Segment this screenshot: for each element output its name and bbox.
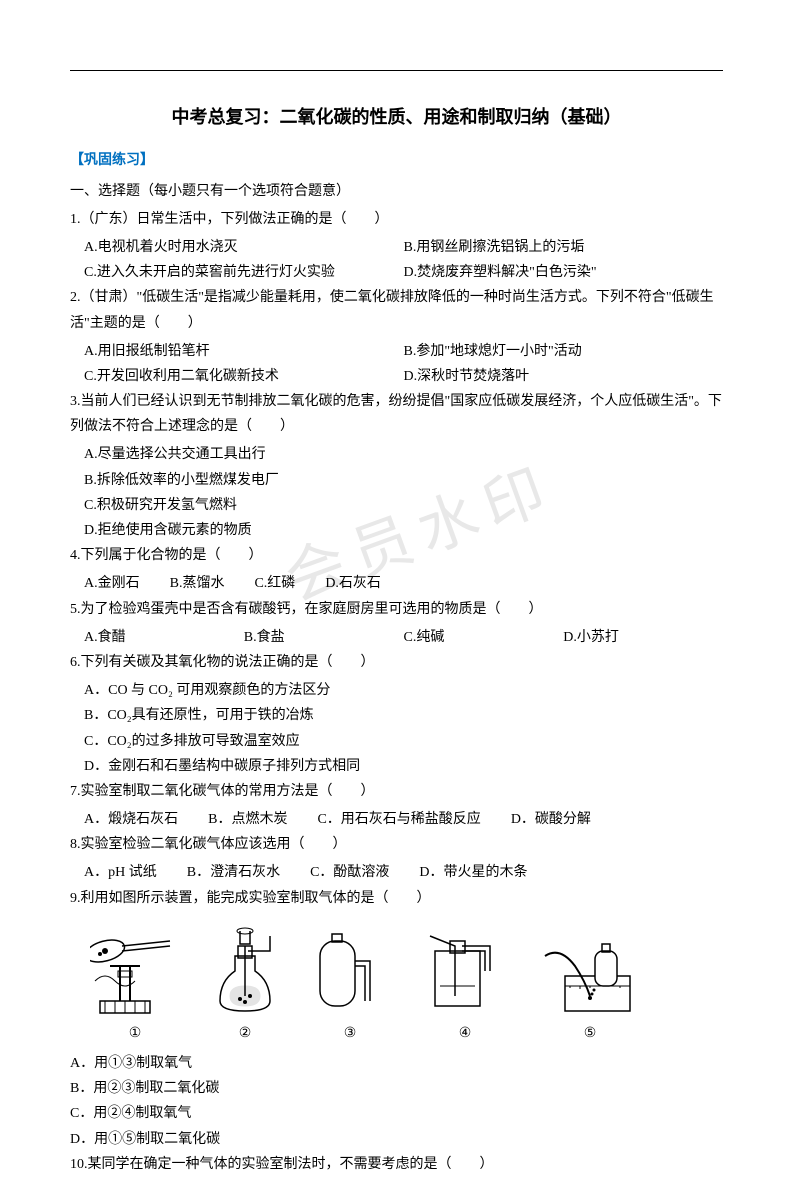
q9-b: B．用②③制取二氧化碳 (70, 1076, 723, 1101)
q2-a: A.用旧报纸制铅笔杆 (84, 339, 404, 364)
q7-a: A．煅烧石灰石 (84, 807, 208, 832)
q10-stem: 10.某同学在确定一种气体的实验室制法时，不需要考虑的是（ ） (70, 1152, 723, 1177)
q7-d: D．碳酸分解 (511, 807, 621, 832)
q8-c: C．酚酞溶液 (310, 860, 419, 885)
q7-options: A．煅烧石灰石 B．点燃木炭 C．用石灰石与稀盐酸反应 D．碳酸分解 (70, 807, 723, 832)
diagram-4: ④ (420, 926, 510, 1046)
q4-a: A.金刚石 (84, 571, 170, 596)
q2-stem: 2.（甘肃）"低碳生活"是指减少能量耗用，使二氧化碳排放降低的一种时尚生活方式。… (70, 285, 723, 335)
q6-c: C．CO₂的过多排放可导致温室效应 (84, 729, 723, 754)
q7-c: C．用石灰石与稀盐酸反应 (317, 807, 510, 832)
section-header: 【巩固练习】 (70, 148, 723, 173)
q3-d: D.拒绝使用含碳元素的物质 (84, 518, 723, 543)
q3-options: A.尽量选择公共交通工具出行 B.拆除低效率的小型燃煤发电厂 C.积极研究开发氢… (70, 442, 723, 543)
q9-options: A．用①③制取氧气 B．用②③制取二氧化碳 C．用②④制取氧气 D．用①⑤制取二… (70, 1051, 723, 1152)
q4-d: D.石灰石 (325, 571, 411, 596)
q5-a: A.食醋 (84, 625, 244, 650)
q1-a: A.电视机着火时用水浇灭 (84, 235, 404, 260)
q1-options: A.电视机着火时用水浇灭 B.用钢丝刷擦洗铝锅上的污垢 C.进入久未开启的菜窖前… (70, 235, 723, 285)
diagram-2-label: ② (210, 1021, 280, 1046)
q9-stem: 9.利用如图所示装置，能完成实验室制取气体的是（ ） (70, 886, 723, 911)
q8-options: A．pH 试纸 B．澄清石灰水 C．酚酞溶液 D．带火星的木条 (70, 860, 723, 885)
q3-c: C.积极研究开发氢气燃料 (84, 493, 723, 518)
diagram-5: ⑤ (540, 926, 640, 1046)
q8-stem: 8.实验室检验二氧化碳气体应该选用（ ） (70, 832, 723, 857)
q4-c: C.红磷 (254, 571, 325, 596)
diagram-3: ③ (310, 926, 390, 1046)
diagram-3-label: ③ (310, 1021, 390, 1046)
q5-c: C.纯碱 (404, 625, 564, 650)
q4-b: B.蒸馏水 (170, 571, 255, 596)
q9-d: D．用①⑤制取二氧化碳 (70, 1127, 723, 1152)
q8-a: A．pH 试纸 (84, 860, 187, 885)
q6-stem: 6.下列有关碳及其氧化物的说法正确的是（ ） (70, 650, 723, 675)
q6-options: A．CO 与 CO₂ 可用观察颜色的方法区分 B．CO₂具有还原性，可用于铁的冶… (70, 678, 723, 779)
q6-d: D．金刚石和石墨结构中碳原子排列方式相同 (84, 754, 723, 779)
q9-a: A．用①③制取氧气 (70, 1051, 723, 1076)
q8-d: D．带火星的木条 (419, 860, 557, 885)
q5-stem: 5.为了检验鸡蛋壳中是否含有碳酸钙，在家庭厨房里可选用的物质是（ ） (70, 597, 723, 622)
q2-options: A.用旧报纸制铅笔杆 B.参加"地球熄灯一小时"活动 C.开发回收利用二氧化碳新… (70, 339, 723, 389)
section-title: 一、选择题（每小题只有一个选项符合题意） (70, 179, 723, 204)
q7-b: B．点燃木炭 (208, 807, 317, 832)
q3-b: B.拆除低效率的小型燃煤发电厂 (84, 468, 723, 493)
diagram-5-label: ⑤ (540, 1021, 640, 1046)
q2-c: C.开发回收利用二氧化碳新技术 (84, 364, 404, 389)
diagram-4-label: ④ (420, 1021, 510, 1046)
q1-b: B.用钢丝刷擦洗铝锅上的污垢 (404, 235, 724, 260)
q4-stem: 4.下列属于化合物的是（ ） (70, 543, 723, 568)
q5-options: A.食醋 B.食盐 C.纯碱 D.小苏打 (70, 625, 723, 650)
q7-stem: 7.实验室制取二氧化碳气体的常用方法是（ ） (70, 779, 723, 804)
diagram-row: ① ② ③ (70, 926, 723, 1046)
diagram-2: ② (210, 926, 280, 1046)
q5-b: B.食盐 (244, 625, 404, 650)
q2-b: B.参加"地球熄灯一小时"活动 (404, 339, 724, 364)
q3-stem: 3.当前人们已经认识到无节制排放二氧化碳的危害，纷纷提倡"国家应低碳发展经济，个… (70, 389, 723, 439)
q6-b: B．CO₂具有还原性，可用于铁的冶炼 (84, 703, 723, 728)
q8-b: B．澄清石灰水 (187, 860, 310, 885)
q2-d: D.深秋时节焚烧落叶 (404, 364, 724, 389)
q6-a: A．CO 与 CO₂ 可用观察颜色的方法区分 (84, 678, 723, 703)
diagram-1-label: ① (90, 1021, 180, 1046)
diagram-1: ① (90, 926, 180, 1046)
q9-c: C．用②④制取氧气 (70, 1101, 723, 1126)
q1-c: C.进入久未开启的菜窖前先进行灯火实验 (84, 260, 404, 285)
q3-a: A.尽量选择公共交通工具出行 (84, 442, 723, 467)
q5-d: D.小苏打 (563, 625, 723, 650)
q4-options: A.金刚石 B.蒸馏水 C.红磷 D.石灰石 (70, 571, 723, 596)
top-rule (70, 70, 723, 71)
page-content: 中考总复习：二氧化碳的性质、用途和制取归纳（基础） 【巩固练习】 一、选择题（每… (70, 70, 723, 1177)
page-title: 中考总复习：二氧化碳的性质、用途和制取归纳（基础） (70, 101, 723, 133)
q1-stem: 1.（广东）日常生活中，下列做法正确的是（ ） (70, 207, 723, 232)
q1-d: D.焚烧废弃塑料解决"白色污染" (404, 260, 724, 285)
